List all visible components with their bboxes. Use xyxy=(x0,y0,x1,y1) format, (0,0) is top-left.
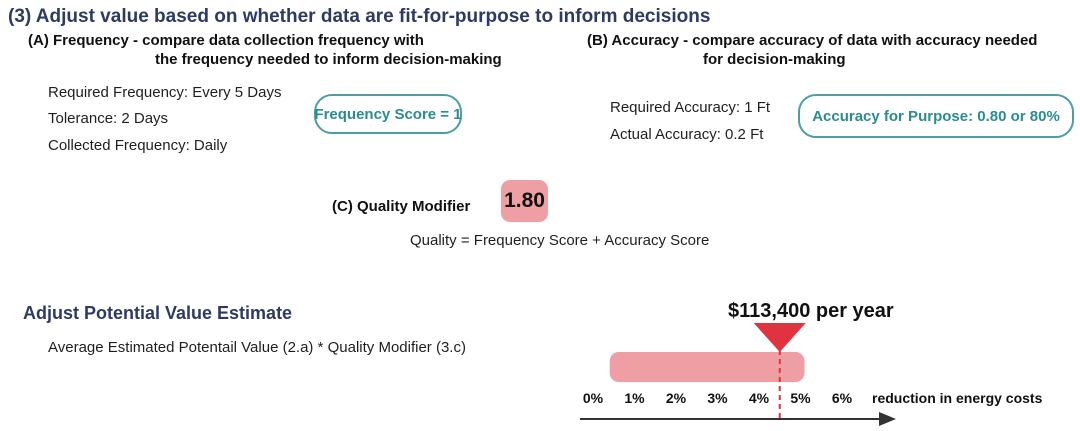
quality-modifier-label: (C) Quality Modifier xyxy=(332,198,471,215)
tick-label: 5% xyxy=(790,390,811,406)
accuracy-heading-line1: (B) Accuracy - compare accuracy of data … xyxy=(587,32,1038,49)
actual-accuracy: Actual Accuracy: 0.2 Ft xyxy=(610,126,764,143)
required-accuracy: Required Accuracy: 1 Ft xyxy=(610,99,771,116)
section-title: (3) Adjust value based on whether data a… xyxy=(8,6,711,27)
quality-modifier-value: 1.80 xyxy=(501,180,548,222)
frequency-score-badge: Frequency Score = 1 xyxy=(314,94,462,134)
adjust-title: Adjust Potential Value Estimate xyxy=(23,303,293,323)
collected-frequency: Collected Frequency: Daily xyxy=(48,137,228,154)
frequency-heading-line1: (A) Frequency - compare data collection … xyxy=(28,32,424,49)
result-label: $113,400 per year xyxy=(728,300,894,322)
marker-triangle xyxy=(753,323,806,352)
accuracy-score-badge: Accuracy for Purpose: 0.80 or 80% xyxy=(798,94,1074,138)
tick-label: 0% xyxy=(583,390,604,406)
axis-arrowhead xyxy=(879,412,896,426)
axis-label: reduction in energy costs xyxy=(872,390,1043,406)
frequency-heading: (A) Frequency - compare data collection … xyxy=(28,31,548,69)
tick-label: 1% xyxy=(624,390,645,406)
tick-label: 4% xyxy=(749,390,770,406)
accuracy-heading: (B) Accuracy - compare accuracy of data … xyxy=(587,31,1067,69)
tick-label: 2% xyxy=(666,390,687,406)
tolerance: Tolerance: 2 Days xyxy=(48,110,169,127)
tick-label: 3% xyxy=(707,390,728,406)
adjust-formula: Average Estimated Potentail Value (2.a) … xyxy=(48,339,466,356)
required-frequency: Required Frequency: Every 5 Days xyxy=(48,84,282,101)
tick-labels: 0% 1% 2% 3% 4% 5% 6% xyxy=(583,390,853,406)
quality-formula: Quality = Frequency Score + Accuracy Sco… xyxy=(410,232,710,249)
tick-label: 6% xyxy=(832,390,853,406)
frequency-heading-line2: the frequency needed to inform decision-… xyxy=(155,51,502,68)
accuracy-heading-line2: for decision-making xyxy=(703,51,846,68)
estimate-range-bar xyxy=(609,352,805,382)
